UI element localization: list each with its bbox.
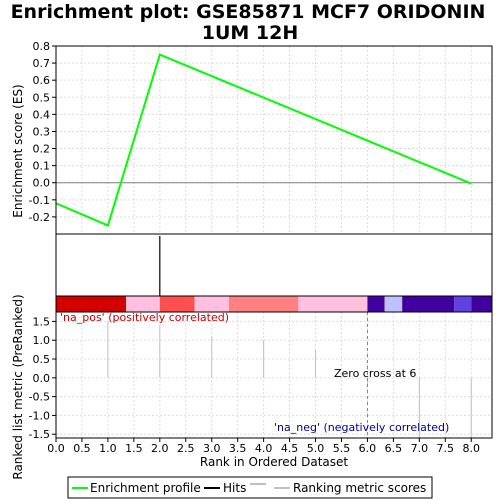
color-bar-segment [402,296,455,312]
es-y-tick-label: 0.7 [33,57,51,70]
legend: Enrichment profile Hits Ranking metric sco… [67,476,433,499]
x-axis-label: Rank in Ordered Dataset [200,455,348,469]
legend-label-metric: Ranking metric scores [293,481,426,495]
metric-y-tick-label: -0.5 [29,391,50,404]
x-tick-label: 4.0 [255,442,273,455]
x-tick-label: 2.5 [177,442,195,455]
color-bar-segment [471,296,492,312]
metric-y-tick-label: 1.0 [33,334,51,347]
zero-cross-label: Zero cross at 6 [334,367,416,380]
legend-label-enrichment: Enrichment profile [90,481,201,495]
metric-plot-background [56,312,492,438]
color-bar-segment [367,296,385,312]
x-tick-label: 3.0 [203,442,221,455]
x-tick-label: 5.0 [307,442,325,455]
hits-panel [55,233,493,297]
color-bar-segment [56,296,127,312]
es-y-tick-label: 0.5 [33,91,51,104]
metric-y-tick-label: 0.5 [33,353,51,366]
x-tick-label: 7.5 [437,442,455,455]
metric-y-tick-label: 1.5 [33,315,51,328]
chart-title-line1: Enrichment plot: GSE85871 MCF7 ORIDONIN [11,1,486,23]
color-bar-segment [228,296,299,312]
x-tick-label: 7.0 [411,442,429,455]
color-bar-segment [384,296,403,312]
x-tick-label: 0.0 [47,442,65,455]
es-y-tick-label: -0.1 [29,194,50,207]
es-y-axis-label: Enrichment score (ES) [11,84,25,217]
es-y-tick-label: 0.2 [33,143,51,156]
x-tick-label: 1.5 [125,442,143,455]
x-tick-label: 4.5 [281,442,299,455]
es-y-tick-label: 0.3 [33,125,51,138]
metric-panel: 1.5 1.0 0.5 0.0 -0.5 -1.0 -1.5 Zero cross at 6 '… [29,311,493,455]
legend-label-hits: Hits [223,481,246,495]
es-y-tick-label: 0.8 [33,40,51,53]
enrichment-profile-line [55,53,472,227]
rank-color-bar [55,295,493,313]
color-bar-segment [454,296,472,312]
es-panel: 0.8 0.7 0.6 0.5 0.4 0.3 0.2 0.1 0.0 -0.1 -0.2 [29,40,493,235]
x-tick-label: 5.5 [333,442,351,455]
es-y-tick-label: -0.2 [29,211,50,224]
legend-box [67,476,433,499]
es-y-tick-label: 0.0 [33,177,51,190]
es-y-tick-label: 0.6 [33,74,51,87]
chart-title-line2: 1UM 12H [202,22,299,44]
metric-y-tick-label: -1.0 [29,409,50,422]
metric-plot-frame [55,311,493,439]
color-bar-segment [126,296,160,312]
positive-correlation-label: 'na_pos' (positively correlated) [60,311,229,324]
es-y-tick-label: 0.1 [33,160,51,173]
x-tick-label: 0.5 [73,442,91,455]
color-bar-segment [298,296,368,312]
x-tick-label: 8.0 [462,442,480,455]
es-y-tick-label: 0.4 [33,108,51,121]
x-tick-label: 3.5 [229,442,247,455]
metric-y-axis-label: Ranked list metric (PreRanked) [11,294,25,479]
x-tick-label: 2.0 [151,442,169,455]
negative-correlation-label: 'na_neg' (negatively correlated) [274,421,449,434]
color-bar-segment [159,296,195,312]
color-bar-segment [194,296,229,312]
x-tick-label: 6.0 [359,442,377,455]
es-plot-background [56,46,492,234]
x-tick-label: 1.0 [99,442,117,455]
metric-y-tick-label: -1.5 [29,428,50,441]
hits-frame [55,233,493,297]
x-tick-label: 6.5 [385,442,403,455]
metric-y-tick-label: 0.0 [33,372,51,385]
